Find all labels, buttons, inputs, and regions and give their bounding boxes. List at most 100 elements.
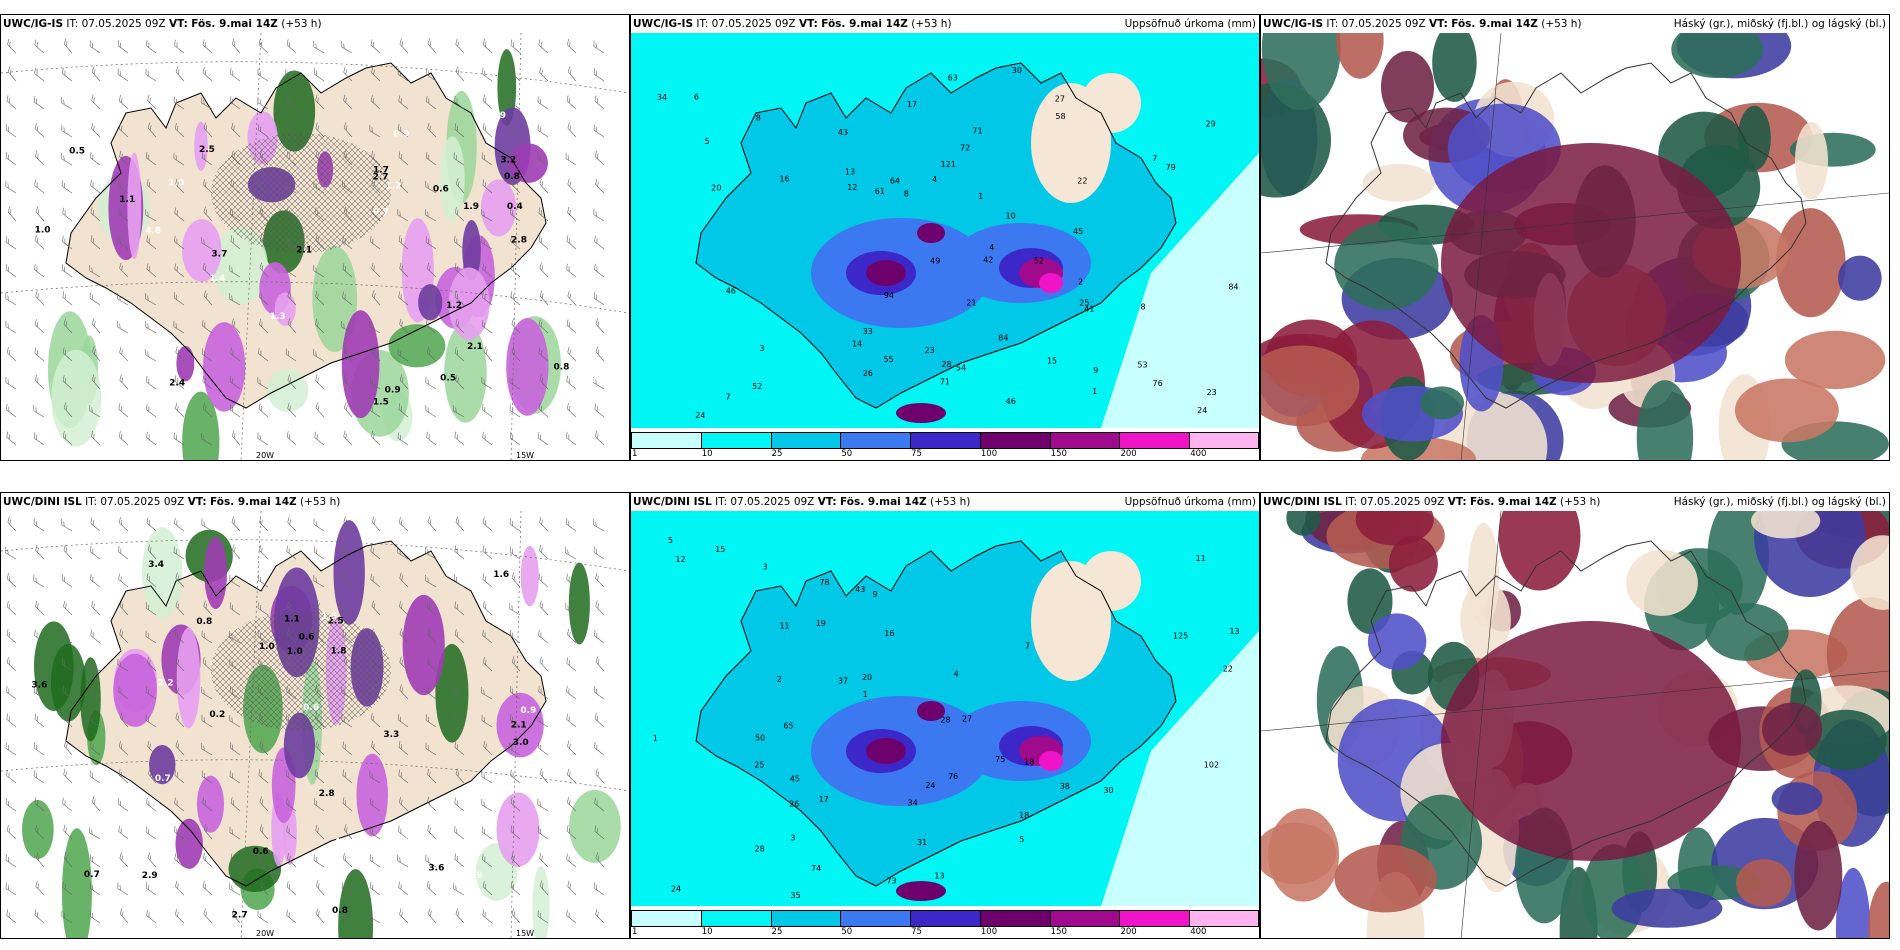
temp-label: 1.0 [259, 642, 275, 652]
precip-label: 50 [755, 734, 765, 743]
colorbar-tick: 75 [911, 927, 922, 937]
panel-subtitle: Uppsöfnuð úrkoma (mm) [1124, 496, 1256, 508]
temp-label: 0.9 [393, 129, 409, 139]
precip-label: 30 [1103, 786, 1113, 795]
precip-label: 15 [1047, 356, 1057, 365]
precip-label: 28 [942, 360, 952, 369]
temp-label: 1.9 [463, 202, 479, 212]
colorbar-swatch [1049, 432, 1120, 449]
temp-label: 2.4 [169, 379, 185, 389]
precip-label: 3 [763, 563, 768, 572]
precip-label: 15 [715, 545, 725, 554]
temp-label: 3.0 [513, 738, 529, 748]
precip-label: 11 [779, 621, 789, 630]
precip-label: 28 [940, 716, 950, 725]
precip-label: 43 [855, 585, 865, 594]
lon-label-20w: 20W [256, 451, 274, 460]
precip-label: 71 [940, 377, 950, 386]
precip-label: 31 [917, 838, 927, 847]
temp-label: 0.6 [303, 703, 319, 713]
temp-label: 0.9 [490, 111, 506, 121]
precip-label: 72 [960, 143, 970, 152]
temp-label: 1.0 [35, 226, 51, 236]
precip-label: 14 [852, 340, 862, 349]
temp-label: 0.2 [209, 710, 225, 720]
precip-label: 13 [1229, 627, 1239, 636]
precip-label: 9 [1093, 366, 1098, 375]
precip-label: 24 [925, 781, 935, 790]
colorbar-swatch [700, 910, 771, 927]
temp-label: 2.5 [155, 900, 171, 910]
map-area[interactable]: 12 5 1 11 13 18 9 17 24 38 26 27 35 25 24 37 34 28 19 20 22 3… [631, 511, 1259, 938]
colorbar-swatch [1119, 432, 1190, 449]
colorbar-tick: 150 [1050, 449, 1067, 459]
temp-label: 3.7 [211, 250, 227, 260]
colorbar-swatch [840, 910, 911, 927]
temp-label: 2.8 [319, 789, 335, 799]
temp-label: 0.4 [507, 202, 523, 212]
temp-label: 0.6 [299, 633, 315, 643]
precip-label: 19 [816, 619, 826, 628]
panel-header: UWC/DINI ISL IT: 07.05.2025 09Z VT: Fös.… [3, 496, 341, 508]
precip-label: 7 [725, 393, 730, 402]
precip-label: 18 [1019, 811, 1029, 820]
precip-label: 58 [1055, 112, 1065, 121]
temp-label: 0.9 [520, 706, 536, 716]
precip-label: 52 [1034, 257, 1044, 266]
map-area[interactable]: 0.9 2.5 1.0 0.7 0.2 1.1 2.2 3.4 3.6 2.5 1.8 2.8 4.2 3… [1, 511, 629, 938]
precip-label: 21 [966, 298, 976, 307]
temp-label: 1.1 [284, 614, 300, 624]
colorbar-tick: 75 [911, 449, 922, 459]
precip-label: 1 [978, 192, 983, 201]
colorbar-tick: 25 [771, 449, 783, 459]
temp-label: 1.2 [446, 301, 462, 311]
panel-cloud-dini: UWC/DINI ISL IT: 07.05.2025 09Z VT: Fös.… [1260, 492, 1890, 939]
colorbar-swatch [840, 432, 911, 449]
precip-label: 10 [1006, 211, 1016, 220]
colorbar-tick: 10 [701, 449, 713, 459]
temp-label: 1.5 [373, 397, 389, 407]
temp-label: 4.2 [334, 837, 350, 847]
precip-label: 16 [884, 629, 894, 638]
precip-label: 42 [983, 255, 993, 264]
colorbar-tick: 400 [1190, 449, 1207, 459]
precip-label: 121 [941, 160, 956, 169]
colorbar-tick: 25 [771, 927, 783, 937]
temp-label: 2.7 [232, 910, 248, 920]
map-area[interactable] [1261, 511, 1889, 938]
colorbar-swatch [1189, 432, 1259, 449]
precip-label: 6 [694, 92, 699, 101]
panel-temp-igis: UWC/IG-IS IT: 07.05.2025 09Z VT: Fös. 9.… [0, 14, 630, 461]
colorbar-swatch [1189, 910, 1259, 927]
panel-header: UWC/IG-IS IT: 07.05.2025 09Z VT: Fös. 9.… [1263, 18, 1886, 30]
map-area[interactable]: 7 8 4 21 17 30 53 27 9 14 24 12 55 63 15 13 25 46 49 29 34 52… [631, 33, 1259, 460]
precip-label: 30 [1012, 66, 1022, 75]
precip-colorbar: 1 10 25 50 75 100 150 200 400 [631, 910, 1259, 938]
lon-label-15w: 15W [516, 451, 534, 460]
precip-label: 84 [1228, 283, 1238, 292]
temp-label: 1.3 [573, 193, 589, 203]
precip-label: 26 [863, 369, 873, 378]
colorbar-tick: 50 [841, 927, 853, 937]
colorbar-tick: 400 [1190, 927, 1207, 937]
temp-label: 2.0 [438, 876, 454, 886]
precip-label: 23 [1207, 388, 1217, 397]
temp-label: 0.6 [253, 847, 269, 857]
precip-label: 84 [998, 333, 1008, 342]
temp-label: 2.1 [511, 720, 527, 730]
precip-label: 16 [779, 174, 789, 183]
map-area[interactable]: 0.6 1.1 2.1 1.2 0.8 1.5 0.9 2.5 3.7 1.4 2.8 2.4 3.5 0… [1, 33, 629, 460]
precip-label: 55 [883, 355, 893, 364]
panel-header: UWC/DINI ISL IT: 07.05.2025 09Z VT: Fös.… [633, 496, 1256, 508]
precip-label: 73 [886, 877, 896, 886]
colorbar-swatch [770, 432, 841, 449]
precip-label: 78 [819, 578, 829, 587]
lon-label-15w: 15W [516, 929, 534, 938]
map-area[interactable] [1261, 33, 1889, 460]
precip-label: 76 [1153, 379, 1163, 388]
precip-label: 8 [1140, 302, 1145, 311]
temp-label: 1.0 [287, 647, 303, 657]
precip-label: 34 [908, 799, 918, 808]
colorbar-swatch [910, 910, 980, 927]
precip-label: 64 [890, 177, 900, 186]
